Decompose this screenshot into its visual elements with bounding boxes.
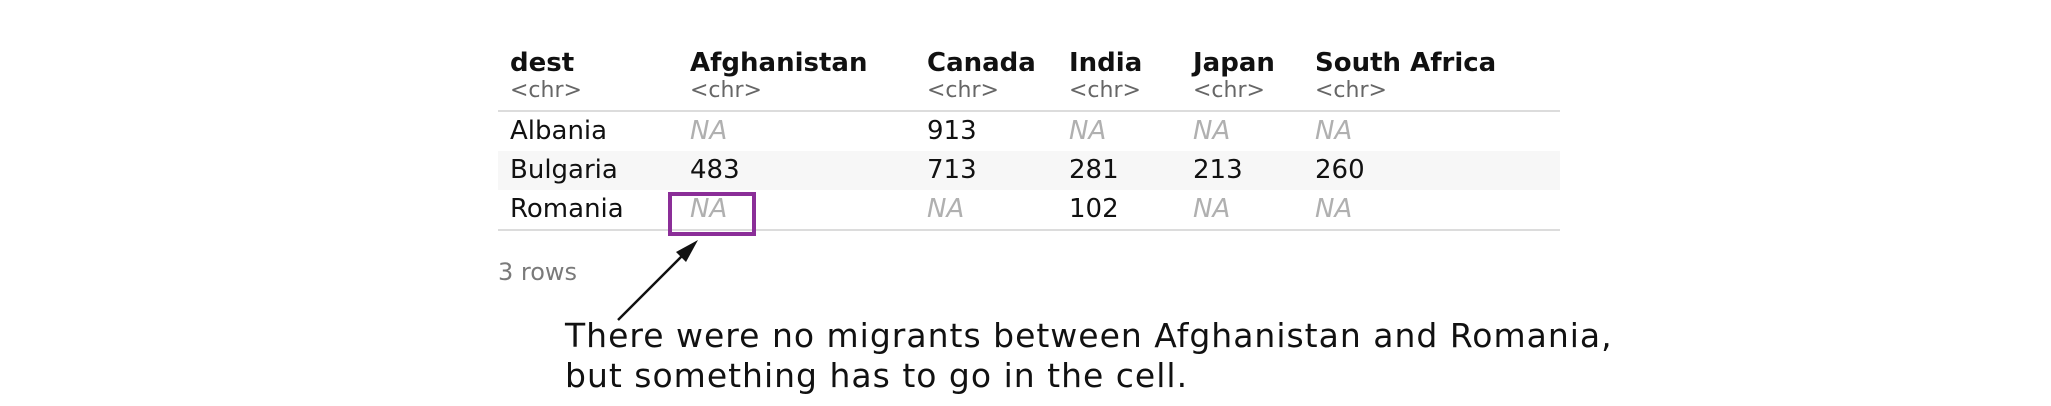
column-type: <chr> — [927, 78, 999, 103]
table-cell: 281 — [1057, 151, 1181, 190]
column-type: <chr> — [690, 78, 762, 103]
table-cell: Romania — [498, 190, 678, 231]
table-cell: Albania — [510, 116, 608, 146]
column-name: Canada — [927, 48, 1036, 78]
column-name: South Africa — [1315, 48, 1497, 78]
table-cell: 713 — [915, 151, 1057, 190]
column-header-india[interactable]: India <chr> — [1057, 44, 1181, 112]
column-name: Japan — [1193, 48, 1275, 78]
table-row: Romania NA NA 102 NA NA — [498, 190, 1560, 231]
table-cell: 913 — [927, 116, 977, 146]
table-header-row: dest <chr> Afghanistan <chr> Canada <chr> I… — [498, 44, 1560, 112]
data-table-container: dest <chr> Afghanistan <chr> Canada <chr> I… — [498, 44, 1560, 231]
annotation-line-2: but something has to go in the cell. — [565, 356, 1189, 395]
table-cell: NA — [690, 116, 728, 146]
column-type: <chr> — [1315, 78, 1387, 103]
table-cell: 260 — [1303, 151, 1560, 190]
table-cell: 483 — [678, 151, 915, 190]
table-cell: Bulgaria — [498, 151, 678, 190]
table-cell: NA — [1193, 116, 1231, 146]
table-cell: 102 — [1057, 190, 1181, 231]
table-cell: NA — [1181, 190, 1303, 231]
annotation-line-1: There were no migrants between Afghanist… — [565, 316, 1613, 355]
column-name: Afghanistan — [690, 48, 868, 78]
data-table: dest <chr> Afghanistan <chr> Canada <chr> I… — [498, 44, 1560, 231]
column-header-canada[interactable]: Canada <chr> — [915, 44, 1057, 112]
arrow-icon — [617, 240, 698, 321]
table-cell: NA — [1069, 116, 1107, 146]
column-type: <chr> — [1069, 78, 1141, 103]
column-header-dest[interactable]: dest <chr> — [498, 44, 678, 112]
highlight-box — [668, 192, 756, 236]
column-name: dest — [510, 48, 575, 78]
table-cell: NA — [678, 190, 915, 231]
row-count-footer: 3 rows — [498, 258, 578, 286]
annotation-text: There were no migrants between Afghanist… — [565, 316, 1613, 396]
table-cell: NA — [1315, 116, 1353, 146]
table-cell: NA — [1303, 190, 1560, 231]
table-row: Albania NA 913 NA NA NA — [498, 111, 1560, 151]
table-cell: NA — [915, 190, 1057, 231]
column-type: <chr> — [510, 78, 582, 103]
table-cell: 213 — [1181, 151, 1303, 190]
table-row: Bulgaria 483 713 281 213 260 — [498, 151, 1560, 190]
column-header-south-africa[interactable]: South Africa <chr> — [1303, 44, 1560, 112]
column-name: India — [1069, 48, 1143, 78]
column-type: <chr> — [1193, 78, 1265, 103]
column-header-afghanistan[interactable]: Afghanistan <chr> — [678, 44, 915, 112]
column-header-japan[interactable]: Japan <chr> — [1181, 44, 1303, 112]
